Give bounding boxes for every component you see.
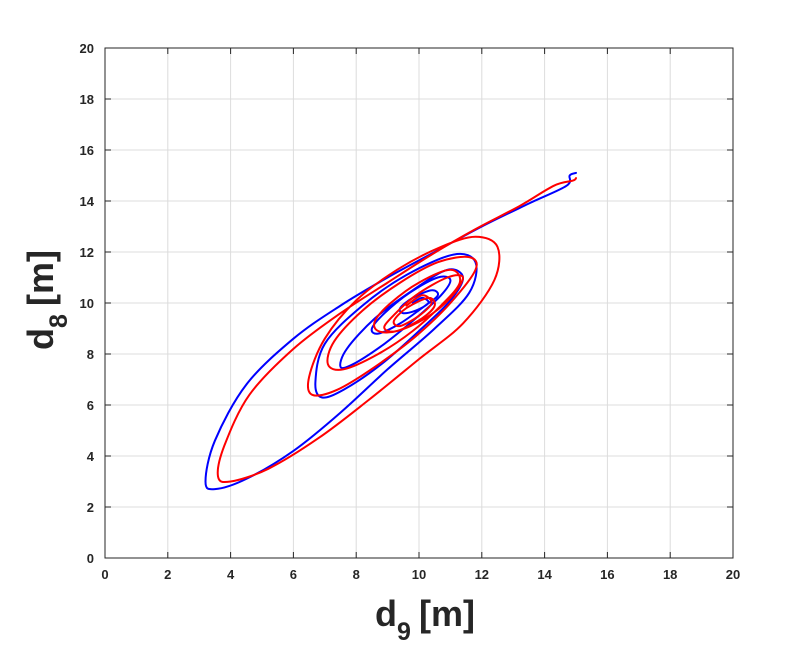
y-tick-label: 0 [87,551,94,566]
x-tick-label: 16 [600,567,614,582]
y-tick-label: 6 [87,398,94,413]
y-tick-label: 4 [87,449,95,464]
x-tick-labels: 0 2 4 6 8 10 12 14 16 18 20 [101,567,740,582]
x-tick-label: 0 [101,567,108,582]
x-tick-label: 12 [475,567,489,582]
y-tick-label: 2 [87,500,94,515]
y-tick-label: 18 [80,92,94,107]
y-tick-label: 10 [80,296,94,311]
x-tick-label: 20 [726,567,740,582]
y-tick-label: 12 [80,245,94,260]
x-tick-label: 10 [412,567,426,582]
x-tick-label: 18 [663,567,677,582]
x-tick-label: 8 [353,567,360,582]
x-tick-label: 14 [537,567,552,582]
y-tick-label: 8 [87,347,94,362]
ticks [104,47,734,559]
series-line-2 [216,177,577,484]
y-axis-title: d8 [m] [20,250,73,350]
x-tick-label: 4 [227,567,235,582]
x-tick-label: 6 [290,567,297,582]
x-axis-title-unit: [m] [419,593,475,634]
y-axis-title-base: d [20,328,61,350]
x-axis-title: d9 [m] [375,593,475,646]
y-axis-title-unit: [m] [20,250,61,306]
y-tick-label: 16 [80,143,94,158]
series-group [204,171,577,491]
x-tick-label: 2 [164,567,171,582]
grid [105,48,733,558]
y-tick-label: 20 [80,41,94,56]
y-tick-label: 14 [80,194,95,209]
x-axis-title-subscript: 9 [397,618,411,646]
y-tick-labels: 0 2 4 6 8 10 12 14 16 18 20 [80,41,95,566]
x-axis-title-base: d [375,593,397,634]
series-line-1 [204,171,577,491]
y-axis-title-subscript: 8 [45,314,73,328]
